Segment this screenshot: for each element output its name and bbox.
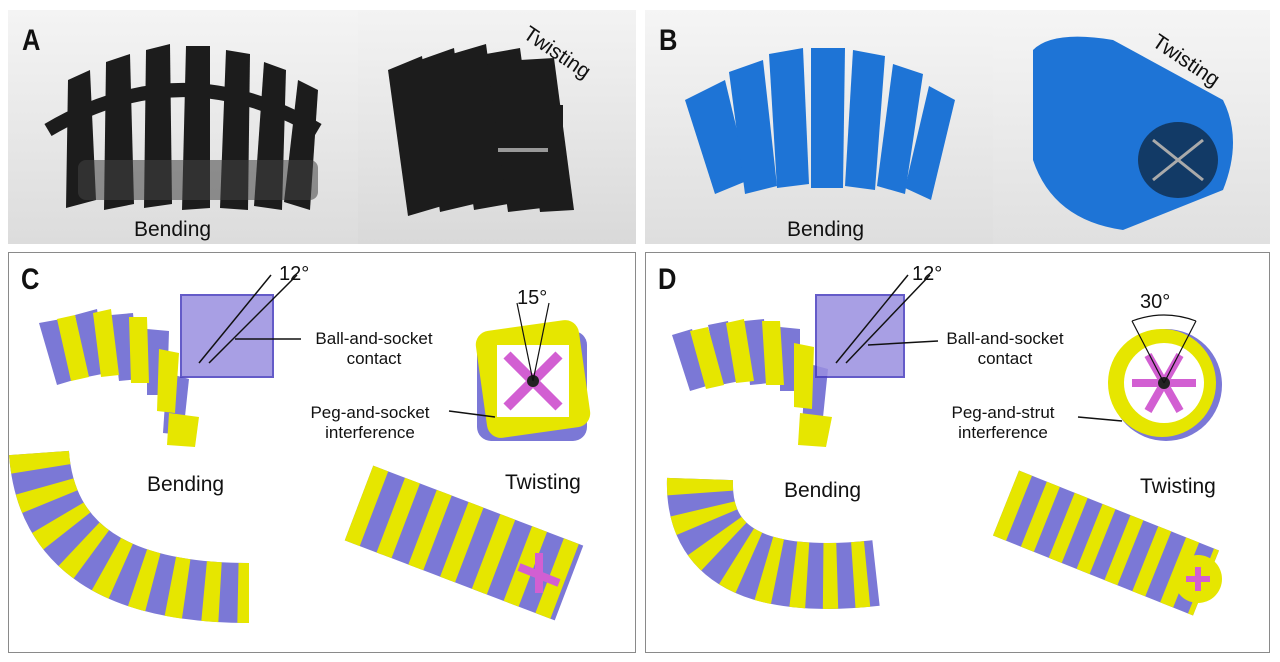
panel-a-bending-label: Bending xyxy=(134,218,212,241)
d-bottom-bending xyxy=(666,477,880,609)
c-contact-line-2: contact xyxy=(346,349,402,368)
c-angle-1: 12° xyxy=(279,263,310,285)
panel-b-bending-label: Bending xyxy=(787,218,865,241)
c-twisting-label: Twisting xyxy=(505,471,581,494)
panel-a-twisting-photo: Twisting xyxy=(358,10,636,244)
d-contact-label: Ball-and-socket contact xyxy=(930,329,1080,369)
d-interference-line-1: Peg-and-strut xyxy=(951,403,1055,422)
c-interference-label: Peg-and-socket interference xyxy=(295,403,445,443)
c-interference-line-1: Peg-and-socket xyxy=(310,403,430,422)
d-contact-line-1: Ball-and-socket xyxy=(946,329,1064,348)
c-angle-2: 15° xyxy=(517,287,548,309)
panel-a-letter: A xyxy=(22,24,41,57)
c-cross-section xyxy=(448,302,591,441)
d-bending-label: Bending xyxy=(784,479,862,502)
c-contact-line-1: Ball-and-socket xyxy=(315,329,433,348)
panel-b-twisting-photo: Twisting xyxy=(993,10,1270,244)
d-twisting-label: Twisting xyxy=(1140,475,1216,498)
d-inset-box xyxy=(815,294,905,378)
black-bending-robot-illustration xyxy=(44,44,322,210)
d-contact-leader xyxy=(867,340,939,346)
c-arc-segments xyxy=(39,309,199,447)
d-angle-2: 30° xyxy=(1140,291,1171,313)
panel-c-illustration xyxy=(9,274,591,623)
c-contact-label: Ball-and-socket contact xyxy=(299,329,449,369)
panel-b-letter: B xyxy=(659,24,678,57)
panel-c-letter: C xyxy=(21,263,40,296)
d-interference-line-2: interference xyxy=(958,423,1048,442)
panel-d-letter: D xyxy=(658,263,677,296)
d-arc-segments xyxy=(672,319,832,447)
c-inset-box xyxy=(180,294,274,378)
d-angle-1: 12° xyxy=(912,263,943,285)
c-bottom-bending xyxy=(9,449,250,623)
panel-a-bending-photo: A Bending xyxy=(8,10,358,244)
panel-c: C 12° 15° Ball-and-socket contact Peg-an… xyxy=(8,252,636,653)
panel-d: D 12° 30° Ball-and-socket contact Peg-an… xyxy=(645,252,1270,653)
d-interference-label: Peg-and-strut interference xyxy=(928,403,1078,443)
c-interference-line-2: interference xyxy=(325,423,415,442)
d-cross-section xyxy=(1077,314,1222,441)
d-contact-line-2: contact xyxy=(977,349,1033,368)
blue-twisting-robot-illustration xyxy=(1033,36,1233,231)
panel-d-illustration xyxy=(666,274,1222,616)
black-twisting-robot-illustration xyxy=(388,44,574,216)
c-bottom-twisting xyxy=(344,465,584,621)
panel-b-bending-photo: B Bending xyxy=(645,10,993,244)
c-bending-label: Bending xyxy=(147,473,225,496)
d-bottom-twisting xyxy=(993,470,1222,616)
blue-bending-robot-illustration xyxy=(685,48,955,200)
